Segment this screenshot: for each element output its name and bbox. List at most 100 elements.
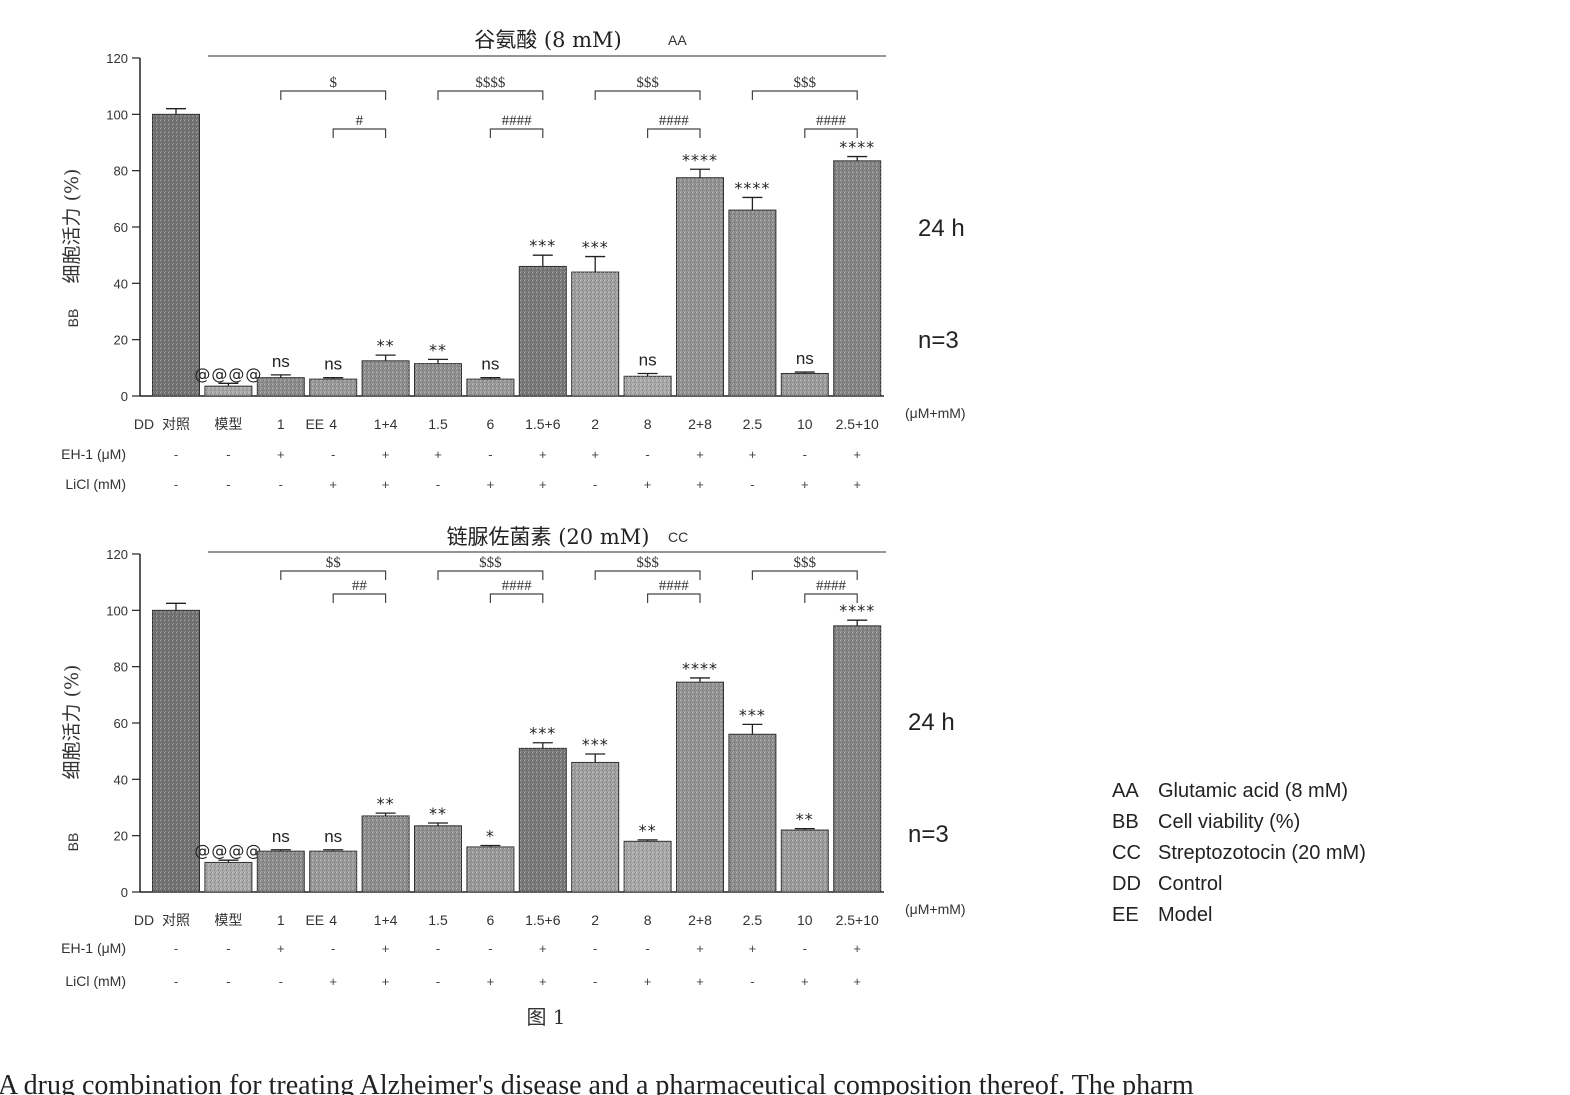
significance-label: ns <box>324 355 342 374</box>
category-label: 1.5+6 <box>525 912 561 928</box>
chart-title-tag: CC <box>668 529 688 545</box>
licl-sign: + <box>853 477 861 492</box>
eh1-sign: - <box>226 941 230 956</box>
caption-text: A drug combination for treating Alzheime… <box>0 1070 1194 1095</box>
dollar-bracket-label: $$$ <box>636 555 659 571</box>
category-label: 2 <box>591 416 599 432</box>
eh1-sign: - <box>645 941 649 956</box>
significance-label: ns <box>796 349 814 368</box>
chart-title: 链脲佐菌素 (20 mM) <box>447 525 650 549</box>
bar-texture <box>310 851 357 892</box>
significance-label: ns <box>324 827 342 846</box>
significance-label: **** <box>839 601 875 620</box>
eh1-sign: + <box>591 447 599 462</box>
eh1-sign: + <box>696 941 704 956</box>
y-tick-label: 40 <box>114 772 128 787</box>
bar-texture <box>519 266 566 396</box>
dollar-bracket <box>752 91 857 100</box>
eh1-sign: - <box>174 941 178 956</box>
licl-sign: + <box>644 477 652 492</box>
significance-label: ** <box>796 810 814 829</box>
dollar-bracket <box>438 91 543 100</box>
y-tick-label: 0 <box>121 389 128 404</box>
significance-label: **** <box>682 659 718 678</box>
hash-bracket-label: # <box>356 113 364 129</box>
y-tick-label: 100 <box>106 107 128 122</box>
significance-label: *** <box>739 705 766 724</box>
category-label: 10 <box>797 912 813 928</box>
eh1-sign: + <box>539 447 547 462</box>
bar-texture <box>257 378 304 396</box>
significance-label: ** <box>429 340 447 359</box>
legend-key: CC <box>1112 842 1141 864</box>
eh1-sign: - <box>593 941 597 956</box>
hash-bracket <box>648 594 700 603</box>
category-label: 2.5 <box>743 912 763 928</box>
eh1-sign: + <box>382 941 390 956</box>
bar-texture <box>362 361 409 396</box>
licl-sign: + <box>853 974 861 989</box>
licl-sign: + <box>487 477 495 492</box>
hash-bracket-label: #### <box>659 578 690 594</box>
eh1-sign: + <box>749 447 757 462</box>
legend-key: EE <box>1112 904 1139 926</box>
category-label: 8 <box>644 912 652 928</box>
eh1-sign: + <box>853 447 861 462</box>
chart-title: 谷氨酸 (8 mM) <box>474 28 622 52</box>
category-label: 对照 <box>162 416 190 432</box>
bar-texture <box>677 682 724 892</box>
dollar-bracket-label: $$$ <box>636 75 659 91</box>
licl-sign: - <box>593 974 597 989</box>
hash-bracket-label: #### <box>659 113 690 129</box>
eh1-sign: + <box>696 447 704 462</box>
licl-sign: - <box>174 974 178 989</box>
eh1-sign: + <box>749 941 757 956</box>
bar-texture <box>729 734 776 892</box>
bar-texture <box>205 386 252 396</box>
dollar-bracket-label: $$$ <box>794 75 817 91</box>
hash-bracket <box>333 129 385 138</box>
chart-panel-streptozotocin: 链脲佐菌素 (20 mM)CC020406080100120细胞活力 (%)BB… <box>61 525 966 989</box>
category-label: 1 <box>277 416 285 432</box>
bar-texture <box>153 114 200 396</box>
eh1-sign: + <box>853 941 861 956</box>
category-label: 2.5 <box>743 416 763 432</box>
bar-texture <box>572 272 619 396</box>
hash-bracket-label: ## <box>352 578 368 594</box>
y-tick-label: 20 <box>114 333 128 348</box>
dollar-bracket-label: $$$ <box>479 555 502 571</box>
category-label: 6 <box>487 416 495 432</box>
bar-texture <box>257 851 304 892</box>
category-label: 2+8 <box>688 912 712 928</box>
bar-texture <box>677 178 724 396</box>
eh1-sign: - <box>436 941 440 956</box>
eh1-sign: + <box>382 447 390 462</box>
y-axis-title-tag: BB <box>65 309 81 328</box>
licl-sign: + <box>329 477 337 492</box>
row-label-licl: LiCl (mM) <box>65 973 126 989</box>
category-label: 模型 <box>214 912 242 928</box>
legend-text: Control <box>1158 873 1222 895</box>
bar-texture <box>467 379 514 396</box>
eh1-sign: - <box>488 447 492 462</box>
bar-texture <box>624 841 671 892</box>
bar-texture <box>572 762 619 892</box>
licl-sign: + <box>801 477 809 492</box>
x-unit-label: (μM+mM) <box>905 901 966 917</box>
eh1-sign: - <box>803 447 807 462</box>
bar-texture <box>781 830 828 892</box>
significance-label: *** <box>529 236 556 255</box>
hash-bracket-label: #### <box>816 113 847 129</box>
hash-bracket <box>648 129 700 138</box>
eh1-sign: + <box>539 941 547 956</box>
category-label: 1 <box>277 912 285 928</box>
dollar-bracket <box>281 571 386 580</box>
y-tick-label: 40 <box>114 276 128 291</box>
y-tick-label: 80 <box>114 164 128 179</box>
hash-bracket-label: #### <box>816 578 847 594</box>
category-label: 2.5+10 <box>836 912 879 928</box>
legend-key: AA <box>1112 780 1139 802</box>
legend-text: Streptozotocin (20 mM) <box>1158 842 1366 864</box>
eh1-sign: - <box>803 941 807 956</box>
significance-label: *** <box>582 238 609 257</box>
